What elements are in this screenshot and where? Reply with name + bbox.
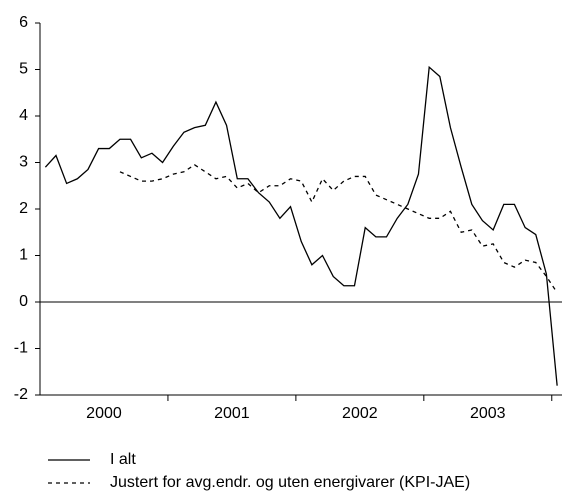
x-tick-label: 2002 [342,405,378,422]
x-tick-label: 2000 [86,405,122,422]
x-tick-label: 2003 [470,405,506,422]
y-tick-label: 3 [19,154,28,171]
y-tick-label: -2 [14,386,28,403]
y-tick-label: 6 [19,14,28,31]
y-tick-label: 4 [19,107,28,124]
legend-label: I alt [110,451,136,468]
y-tick-label: 2 [19,200,28,217]
y-tick-label: 1 [19,247,28,264]
y-tick-label: 0 [19,293,28,310]
y-tick-label: -1 [14,340,28,357]
legend-label: Justert for avg.endr. og uten energivare… [110,474,470,491]
x-tick-label: 2001 [214,405,250,422]
y-tick-label: 5 [19,61,28,78]
series-line [119,164,558,294]
series-line [44,65,558,386]
